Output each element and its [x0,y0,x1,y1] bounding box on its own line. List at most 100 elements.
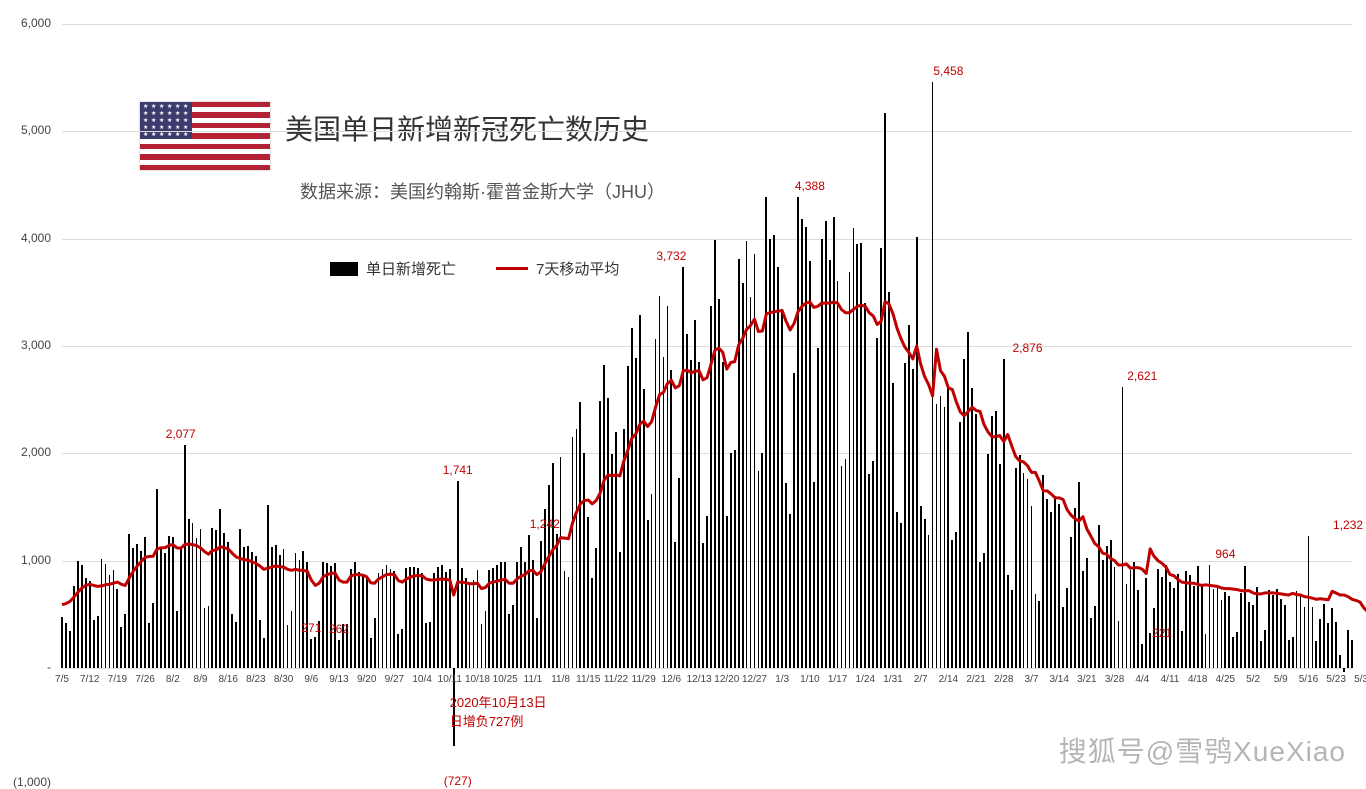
bar [1019,455,1021,668]
bar [433,573,435,668]
bar [856,244,858,668]
bar [1221,600,1223,668]
bar [231,614,233,668]
bar [223,533,225,668]
bar [370,638,372,668]
bar [841,466,843,668]
bar [97,616,99,668]
bar [390,569,392,668]
bar [623,429,625,668]
bar [1054,496,1056,668]
bar [761,453,763,668]
bar [358,572,360,668]
bar [496,565,498,668]
bar [1292,637,1294,668]
bar [465,578,467,668]
bar [156,489,158,668]
x-axis-tick: 4/18 [1188,674,1207,685]
bar [587,517,589,668]
x-axis-tick: 9/27 [385,674,404,685]
y-axis-tick: - [1,660,51,674]
bar [1280,599,1282,668]
bar [105,564,107,668]
bar [89,581,91,668]
bar [334,563,336,668]
bar [659,296,661,668]
bar [536,618,538,668]
bar [999,464,1001,668]
bar [754,254,756,668]
bar [176,611,178,668]
bar [120,627,122,668]
bar [366,578,368,668]
bar [1133,562,1135,668]
bar [1272,595,1274,668]
bar [1122,387,1124,668]
bar [694,320,696,668]
data-callout: 271 [301,621,321,635]
bar [397,634,399,668]
bar [1193,586,1195,668]
bar [152,603,154,668]
data-callout: 964 [1215,547,1235,561]
bar [1070,537,1072,668]
bar [924,519,926,668]
bar [801,219,803,668]
x-axis-tick: 12/27 [742,674,767,685]
bar [196,538,198,668]
bar [299,560,301,668]
bar [663,357,665,668]
bar [540,541,542,668]
bar [1110,540,1112,668]
bar [93,620,95,668]
bar [275,545,277,668]
bar [1228,596,1230,668]
watermark: 搜狐号@雪鸮XueXiao [1059,730,1346,770]
bar [750,297,752,668]
bar [1248,602,1250,668]
bar [279,555,281,668]
bar [928,535,930,668]
bar [678,478,680,668]
bar [639,315,641,668]
bar [1050,512,1052,668]
bar [1217,585,1219,668]
bar [730,453,732,668]
bar [516,562,518,668]
bar [255,556,257,668]
x-axis-tick: 2/7 [914,674,928,685]
bar [1209,565,1211,668]
bar [1351,640,1353,668]
bar [797,197,799,668]
x-axis-tick: 11/22 [604,674,628,685]
x-axis-tick: 1/10 [800,674,819,685]
bar [576,429,578,668]
chart-subtitle: 数据来源：美国约翰斯·霍普金斯大学（JHU） [300,178,665,204]
bar [338,640,340,668]
x-axis-tick: 5/9 [1274,674,1288,685]
bar [714,240,716,668]
bar [1011,590,1013,668]
legend-bar-swatch [330,262,358,276]
bar [488,570,490,668]
bar [1114,567,1116,668]
bar [1244,566,1246,668]
bar [1038,601,1040,668]
legend-line-label: 7天移动平均 [536,258,619,279]
bar [425,623,427,668]
bar [314,637,316,668]
bar [1232,637,1234,668]
bar [837,281,839,668]
y-axis-tick: 6,000 [1,16,51,30]
bar [1074,508,1076,668]
bar [457,481,459,668]
y-axis-tick: 4,000 [1,231,51,245]
bar [916,237,918,668]
bar [674,542,676,668]
bar [1260,641,1262,668]
annotation: 2020年10月13日日增负727例 [450,692,547,730]
bar [393,571,395,668]
bar [825,221,827,668]
bar [374,618,376,668]
bar [579,402,581,668]
